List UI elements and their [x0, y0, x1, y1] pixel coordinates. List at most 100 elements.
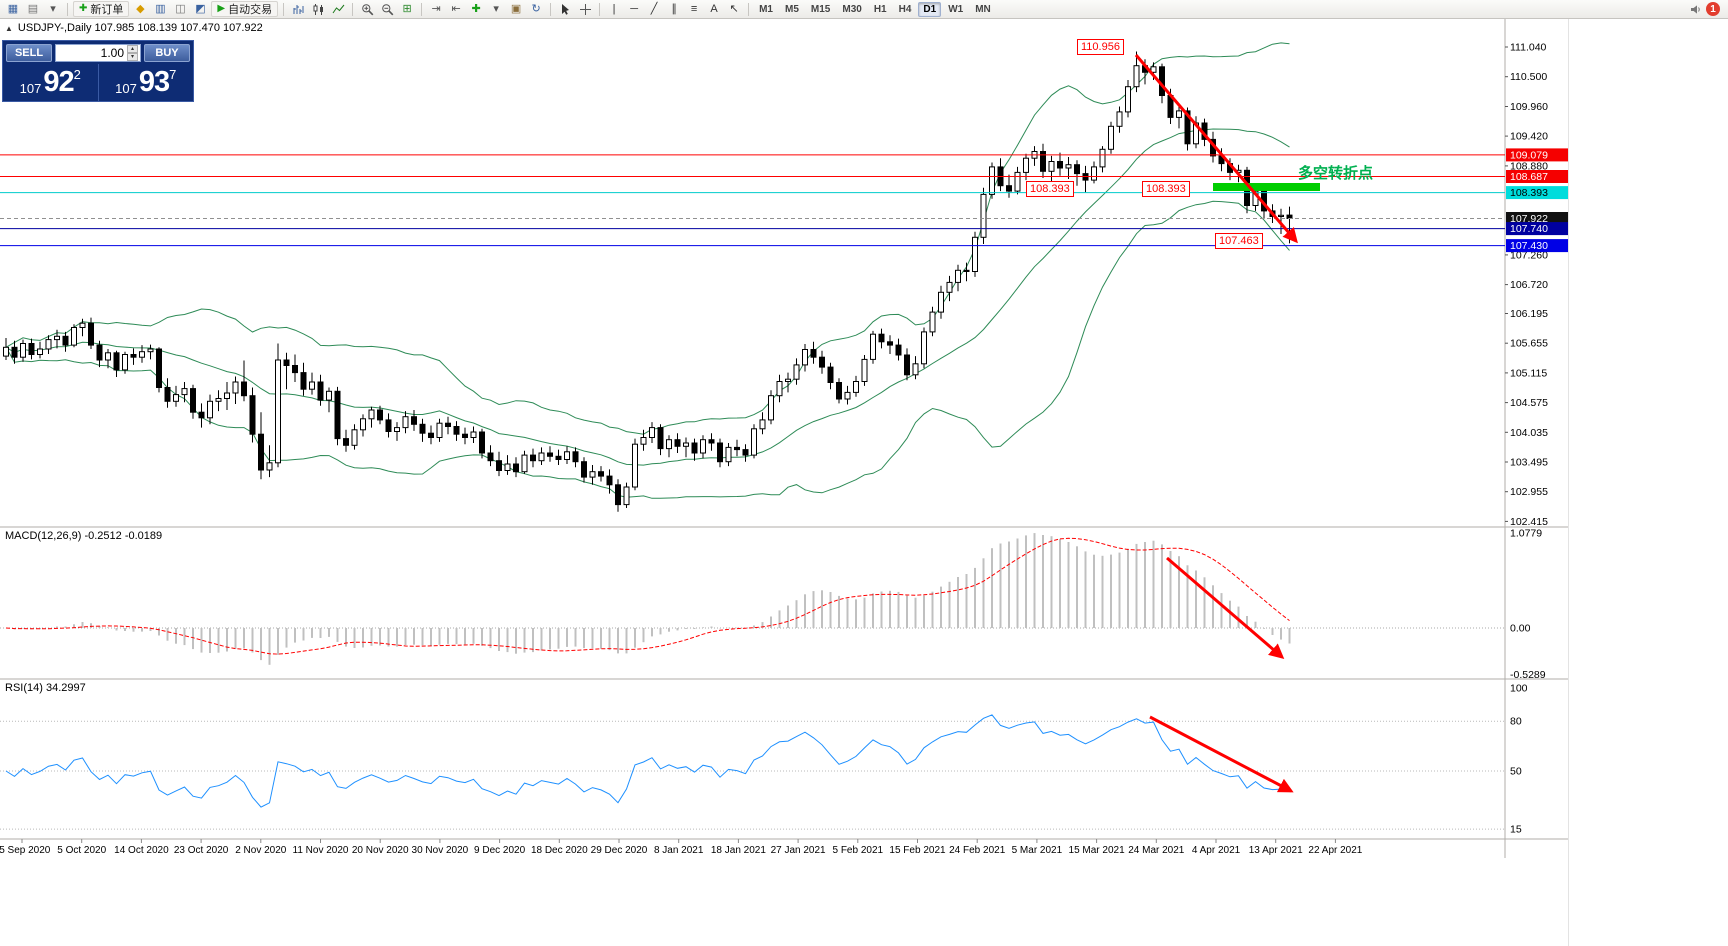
templates-icon[interactable]: ▣ [510, 2, 522, 15]
price-marker-label: 108.687 [1510, 171, 1548, 183]
price-divider [97, 64, 99, 101]
spinner-up-icon[interactable]: ▴ [127, 45, 138, 53]
price-axis-label: 105.655 [1510, 338, 1548, 350]
price-marker-label: 107.430 [1510, 240, 1548, 252]
timeframe-w1-button[interactable]: W1 [948, 3, 964, 15]
bar-chart-mode-icon[interactable] [289, 2, 307, 17]
symbol-ohlc-text: USDJPY-,Daily 107.985 108.139 107.470 10… [17, 22, 263, 34]
timeframe-h4-button[interactable]: H4 [898, 3, 912, 15]
price-axis-label: 104.575 [1510, 397, 1548, 409]
market-watch-icon[interactable]: ▥ [155, 2, 166, 15]
rsi-axis-label: 80 [1510, 716, 1522, 728]
vertical-line-icon[interactable]: | [612, 2, 616, 15]
arrows-tool-icon[interactable]: ↖ [729, 2, 739, 15]
new-order-button[interactable]: ✚ 新订单 [73, 1, 130, 17]
zoom-in-icon[interactable] [358, 2, 376, 17]
turning-point-highlight[interactable] [1213, 183, 1320, 191]
auto-scroll-icon[interactable]: ⇥ [431, 2, 441, 15]
macd-indicator-label: MACD(12,26,9) -0.2512 -0.0189 [5, 530, 163, 542]
timeframe-m5-button[interactable]: M5 [785, 3, 799, 15]
price-marker-box [1506, 148, 1568, 162]
autotrading-button-label: 自动交易 [228, 4, 273, 16]
time-axis-label: 27 Jan 2021 [771, 845, 826, 856]
timeframe-m15-button[interactable]: M15 [810, 3, 831, 15]
profiles-dropdown-icon[interactable]: ▾ [50, 2, 56, 15]
terminal-icon[interactable]: ◩ [195, 2, 206, 15]
rsi-axis-label: 100 [1510, 683, 1528, 695]
buy-price[interactable]: 107 93 7 [99, 64, 194, 101]
timeframe-h1-button[interactable]: H1 [873, 3, 887, 15]
price-axis-label: 104.035 [1510, 427, 1548, 439]
buy-price-big: 93 [138, 66, 170, 98]
refresh-icon[interactable]: ↻ [531, 2, 541, 15]
timeframe-m1-button[interactable]: M1 [759, 3, 773, 15]
price-marker-label: 107.922 [1510, 213, 1548, 225]
time-axis-label: 22 Apr 2021 [1308, 845, 1362, 856]
fibonacci-icon[interactable]: ≡ [690, 2, 698, 15]
right-empty-area [1568, 19, 1728, 946]
alerts-icon[interactable] [1686, 2, 1704, 17]
price-marker-label: 107.740 [1510, 223, 1548, 235]
price-axis-label: 102.415 [1510, 516, 1548, 528]
text-tool-icon[interactable]: A [710, 2, 718, 15]
rsi-axis-label: 15 [1510, 824, 1522, 836]
horizontal-line-icon[interactable]: ─ [630, 2, 638, 15]
toolbar-separator [352, 2, 354, 16]
timeframe-m30-button[interactable]: M30 [842, 3, 862, 15]
timeframe-mn-button[interactable]: MN [975, 3, 991, 15]
sell-price[interactable]: 107 92 2 [3, 64, 98, 101]
autotrading-button-icon: ▶ [217, 3, 226, 14]
channel-icon[interactable]: ∥ [671, 2, 677, 15]
price-axis-label: 103.495 [1510, 457, 1548, 469]
buy-button[interactable]: BUY [144, 44, 190, 62]
trend-arrow-macd[interactable] [1166, 556, 1285, 659]
new-chart-icon[interactable]: ▦ [7, 2, 19, 15]
one-click-trade-panel: SELL 1.00 ▴ ▾ BUY 107 92 2 107 93 7 [2, 40, 194, 102]
indicators-dropdown-icon[interactable]: ▾ [493, 2, 499, 15]
macd-signal-line [5, 537, 1290, 655]
time-axis-label: 8 Jan 2021 [654, 845, 704, 856]
metaeditor-icon[interactable]: ◆ [136, 2, 145, 15]
macd-axis-label: -0.5289 [1510, 669, 1546, 681]
cursor-icon[interactable] [556, 2, 574, 17]
data-window-icon[interactable]: ◫ [175, 2, 186, 15]
time-axis-label: 30 Nov 2020 [412, 845, 469, 856]
tile-windows-icon[interactable]: ⊞ [402, 2, 412, 15]
toolbar-separator [599, 2, 601, 16]
trendline-icon[interactable]: ╱ [650, 2, 658, 15]
time-axis-label: 5 Oct 2020 [57, 845, 106, 856]
trend-arrow-rsi[interactable] [1149, 715, 1294, 793]
trend-arrow-main[interactable] [1134, 54, 1298, 244]
line-chart-mode-icon[interactable] [329, 2, 347, 17]
add-indicator-icon[interactable]: ✚ [471, 2, 481, 15]
time-axis-label: 13 Apr 2021 [1249, 845, 1303, 856]
candlestick-mode-icon[interactable] [309, 2, 327, 17]
chart-profiles-icon[interactable]: ▤ [27, 2, 39, 15]
buy-price-small: 107 [115, 81, 137, 96]
volume-value: 1.00 [100, 46, 124, 60]
volume-input[interactable]: 1.00 ▴ ▾ [55, 44, 141, 62]
notification-badge[interactable]: 1 [1706, 2, 1720, 16]
crosshair-icon[interactable] [576, 2, 594, 17]
price-chart-canvas[interactable]: 111.040 110.500 109.960 109.420 108.880 107.2… [0, 19, 1568, 946]
toolbar-separator [550, 2, 552, 16]
time-axis-label: 29 Dec 2020 [591, 845, 648, 856]
time-axis-label: 20 Nov 2020 [352, 845, 409, 856]
timeframe-d1-button[interactable]: D1 [918, 1, 942, 17]
one-click-toggle-icon[interactable]: ▲ [5, 23, 13, 33]
price-marker-box [1506, 170, 1568, 183]
toolbar-separator [283, 2, 285, 16]
candlesticks [3, 51, 1293, 512]
chart-window[interactable]: 111.040 110.500 109.960 109.420 108.880 107.2… [0, 19, 1568, 946]
autotrading-button[interactable]: ▶ 自动交易 [211, 1, 279, 17]
price-marker-box [1506, 186, 1568, 200]
spinner-down-icon[interactable]: ▾ [127, 53, 138, 61]
price-axis-label: 105.115 [1510, 367, 1547, 379]
chart-shift-icon[interactable]: ⇤ [451, 2, 461, 15]
buy-price-sup: 7 [169, 67, 177, 82]
chart-symbol-title: ▲ USDJPY-,Daily 107.985 108.139 107.470 … [5, 22, 263, 34]
sell-price-sup: 2 [73, 67, 81, 82]
sell-button[interactable]: SELL [6, 44, 52, 62]
zoom-out-icon[interactable] [378, 2, 396, 17]
rsi-line [5, 714, 1290, 808]
